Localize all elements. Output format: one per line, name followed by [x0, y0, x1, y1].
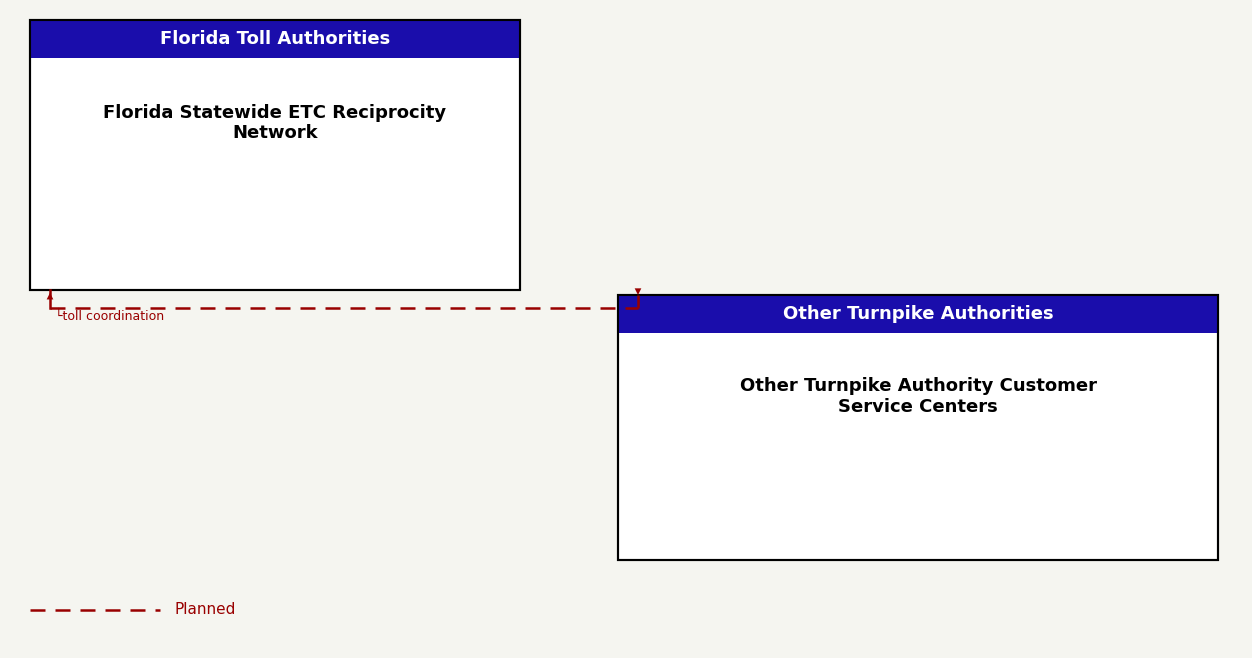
- Bar: [618, 295, 1218, 333]
- Text: Florida Toll Authorities: Florida Toll Authorities: [160, 30, 391, 48]
- Bar: [618, 295, 1218, 560]
- Text: Florida Statewide ETC Reciprocity
Network: Florida Statewide ETC Reciprocity Networ…: [104, 103, 447, 142]
- Text: Other Turnpike Authorities: Other Turnpike Authorities: [782, 305, 1053, 323]
- Bar: [30, 20, 520, 58]
- Bar: [30, 20, 520, 290]
- Bar: [30, 20, 520, 290]
- Text: Other Turnpike Authority Customer
Service Centers: Other Turnpike Authority Customer Servic…: [740, 377, 1097, 416]
- Bar: [618, 295, 1218, 560]
- Text: Planned: Planned: [175, 603, 237, 617]
- Text: └toll coordination: └toll coordination: [55, 310, 164, 323]
